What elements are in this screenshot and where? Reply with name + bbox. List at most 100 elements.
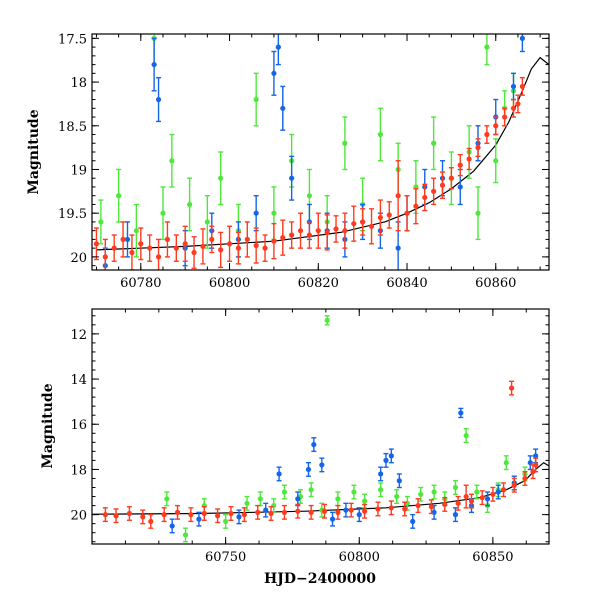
- marker: [360, 219, 366, 225]
- bottom-data-point-green: [182, 527, 189, 543]
- bottom-data-point-red: [375, 501, 381, 517]
- bottom-model-curve: [92, 461, 549, 515]
- bottom-data-point-green: [257, 491, 263, 507]
- top-data-point-blue: [275, 34, 281, 66]
- top-data-point-red: [289, 221, 295, 249]
- marker: [386, 212, 392, 218]
- marker: [415, 502, 421, 509]
- top-data-point-red: [191, 236, 197, 269]
- bottom-data-point-green: [351, 484, 357, 500]
- marker: [188, 512, 194, 518]
- top-data-point-red: [138, 227, 144, 261]
- top-data-point-red: [297, 212, 304, 249]
- top-y-tick-label: 17.5: [58, 32, 87, 47]
- top-series-green: [98, 34, 517, 258]
- bottom-y-tick-label: 18: [70, 463, 87, 478]
- top-data-point-red: [422, 183, 428, 212]
- marker: [493, 158, 499, 164]
- bottom-data-point-green: [308, 482, 314, 498]
- marker: [263, 507, 269, 513]
- top-data-point-red: [155, 238, 162, 270]
- top-x-tick-label: 60800: [209, 276, 250, 291]
- top-plot-area: [93, 34, 549, 270]
- top-data-point-red: [235, 231, 242, 265]
- top-data-point-green: [133, 203, 139, 258]
- bottom-data-point-red: [361, 503, 368, 519]
- marker: [244, 236, 250, 243]
- bottom-data-point-red: [281, 504, 288, 520]
- marker: [418, 491, 424, 497]
- marker: [173, 245, 179, 251]
- marker: [410, 518, 416, 525]
- bottom-data-point-blue: [458, 407, 464, 419]
- marker: [253, 210, 259, 216]
- bottom-data-point-red: [241, 507, 247, 523]
- top-data-point-red: [226, 225, 233, 262]
- top-data-point-red: [129, 234, 135, 270]
- bottom-data-point-blue: [452, 507, 459, 523]
- marker: [395, 193, 401, 199]
- marker: [244, 500, 250, 506]
- bottom-data-point-blue: [263, 502, 269, 518]
- top-y-tick-label: 18.5: [58, 120, 87, 135]
- bottom-y-axis-label: Magnitude: [40, 383, 56, 468]
- marker: [500, 487, 507, 493]
- bottom-data-point-green: [223, 513, 229, 529]
- marker: [508, 385, 515, 391]
- marker: [356, 512, 362, 518]
- marker: [306, 232, 313, 238]
- marker: [377, 214, 383, 221]
- top-data-point-blue: [155, 77, 162, 123]
- marker: [383, 457, 389, 463]
- top-y-tick-label: 20: [70, 251, 87, 266]
- top-series-blue: [102, 34, 525, 270]
- bottom-data-point-blue: [356, 507, 362, 523]
- marker: [527, 460, 533, 466]
- marker: [442, 501, 448, 508]
- marker: [530, 469, 536, 475]
- marker: [116, 193, 122, 199]
- marker: [448, 175, 454, 181]
- marker: [151, 61, 157, 68]
- marker: [201, 510, 207, 517]
- marker: [308, 487, 314, 493]
- marker: [402, 506, 408, 512]
- marker: [160, 210, 166, 216]
- marker: [253, 242, 259, 249]
- marker: [351, 489, 357, 495]
- bottom-axes: 60750 60800 60850 12 14 16 18 20: [70, 309, 549, 565]
- marker: [377, 131, 383, 138]
- marker: [351, 221, 357, 227]
- bottom-data-point-blue: [329, 511, 336, 527]
- marker: [275, 44, 281, 50]
- marker: [475, 145, 481, 151]
- marker: [342, 228, 348, 234]
- marker: [129, 249, 135, 256]
- bottom-data-point-red: [490, 486, 496, 502]
- marker: [343, 507, 349, 513]
- marker: [271, 70, 277, 76]
- bottom-data-point-red: [402, 501, 408, 517]
- top-data-point-red: [351, 205, 357, 242]
- marker: [305, 466, 312, 473]
- top-data-point-red: [502, 107, 508, 127]
- marker: [324, 317, 330, 323]
- marker: [257, 496, 263, 502]
- marker: [315, 228, 321, 234]
- marker: [333, 226, 339, 232]
- top-x-tick-label: 60820: [298, 276, 339, 291]
- top-data-point-red: [244, 221, 250, 258]
- marker: [241, 512, 247, 518]
- top-data-point-red: [333, 215, 339, 243]
- bottom-data-point-blue: [169, 518, 175, 534]
- top-data-point-red: [431, 177, 437, 206]
- marker: [511, 482, 517, 488]
- marker: [311, 441, 317, 448]
- top-data-point-red: [466, 147, 472, 171]
- bottom-x-tick-label: 60750: [205, 550, 246, 565]
- bottom-data-point-red: [295, 503, 301, 519]
- bottom-data-point-green: [164, 491, 170, 507]
- marker: [218, 247, 224, 253]
- top-data-point-red: [475, 138, 481, 158]
- top-data-point-green: [204, 195, 210, 249]
